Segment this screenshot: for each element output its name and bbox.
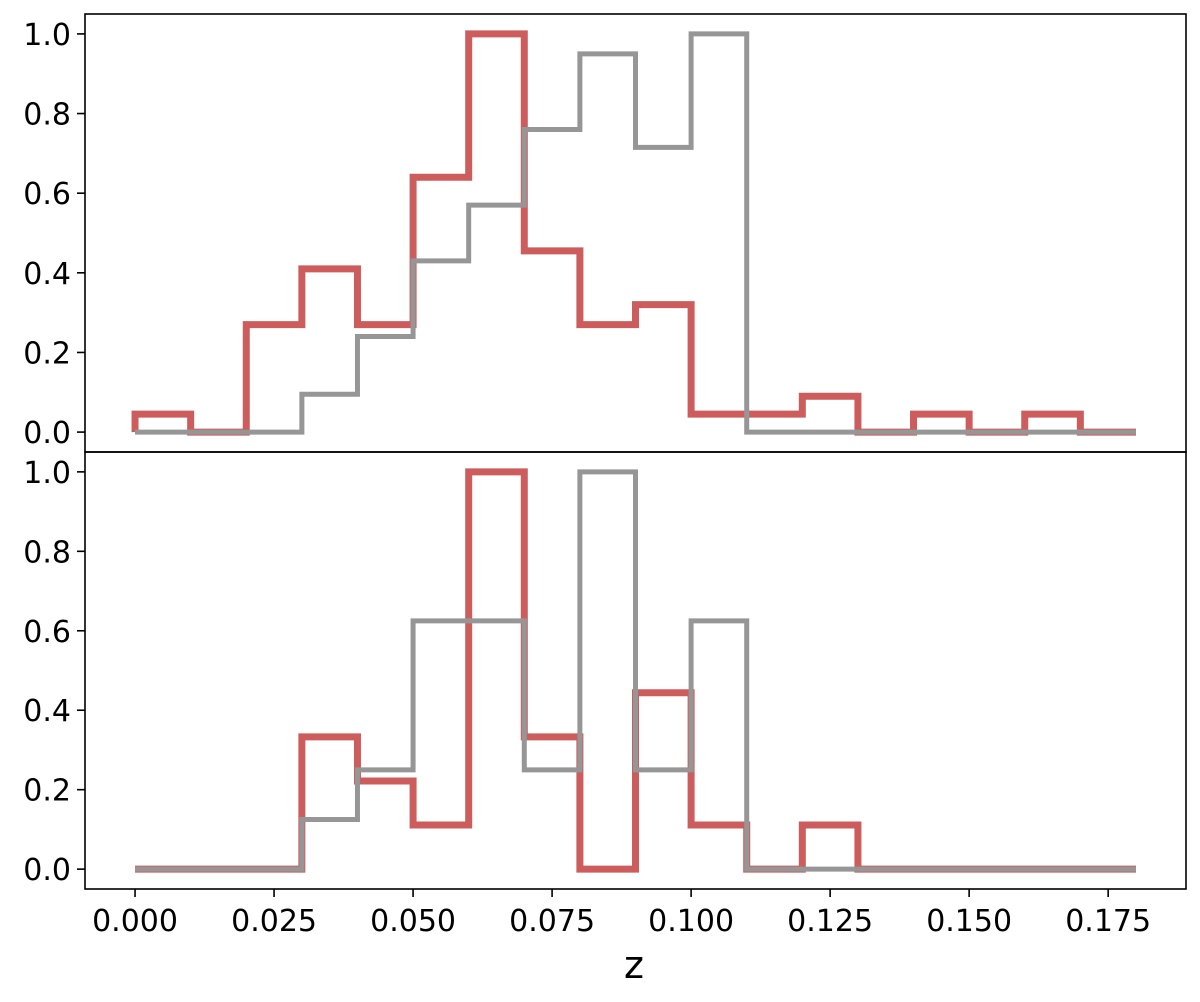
y-tick-label: 0.8 <box>23 98 71 133</box>
x-tick-label: 0.175 <box>1065 904 1151 939</box>
plot-frame <box>84 451 1187 890</box>
y-tick-label: 0.0 <box>23 853 71 888</box>
histogram-series-2 <box>135 31 1136 435</box>
x-tick-label: 0.150 <box>926 904 1012 939</box>
y-tick-label: 1.0 <box>23 456 71 491</box>
x-tick-label: 0.100 <box>648 904 734 939</box>
y-tick-label: 0.0 <box>23 416 71 451</box>
histogram-series-2 <box>135 469 1136 872</box>
x-tick-label: 0.000 <box>92 904 178 939</box>
y-tick-label: 1.0 <box>23 18 71 53</box>
histogram-series-1 <box>131 30 1136 436</box>
y-tick-label: 0.8 <box>23 535 71 570</box>
y-tick-label: 0.6 <box>23 615 71 650</box>
bottom-panel: 0.0 0.2 0.4 0.6 0.8 1.0 0.000 0.025 0.050 0.075 0.… <box>23 451 1187 939</box>
top-panel: 0.0 0.2 0.4 0.6 0.8 1.0 <box>23 13 1187 453</box>
y-tick-label: 0.4 <box>23 257 71 292</box>
y-tick-label: 0.2 <box>23 336 71 371</box>
x-tick-label: 0.025 <box>231 904 317 939</box>
x-tick-label: 0.050 <box>370 904 456 939</box>
y-tick-label: 0.6 <box>23 177 71 212</box>
x-axis-label: z <box>624 943 644 987</box>
y-tick-label: 0.4 <box>23 694 71 729</box>
y-tick-label: 0.2 <box>23 774 71 809</box>
x-tick-label: 0.125 <box>787 904 873 939</box>
x-tick-label: 0.075 <box>509 904 595 939</box>
